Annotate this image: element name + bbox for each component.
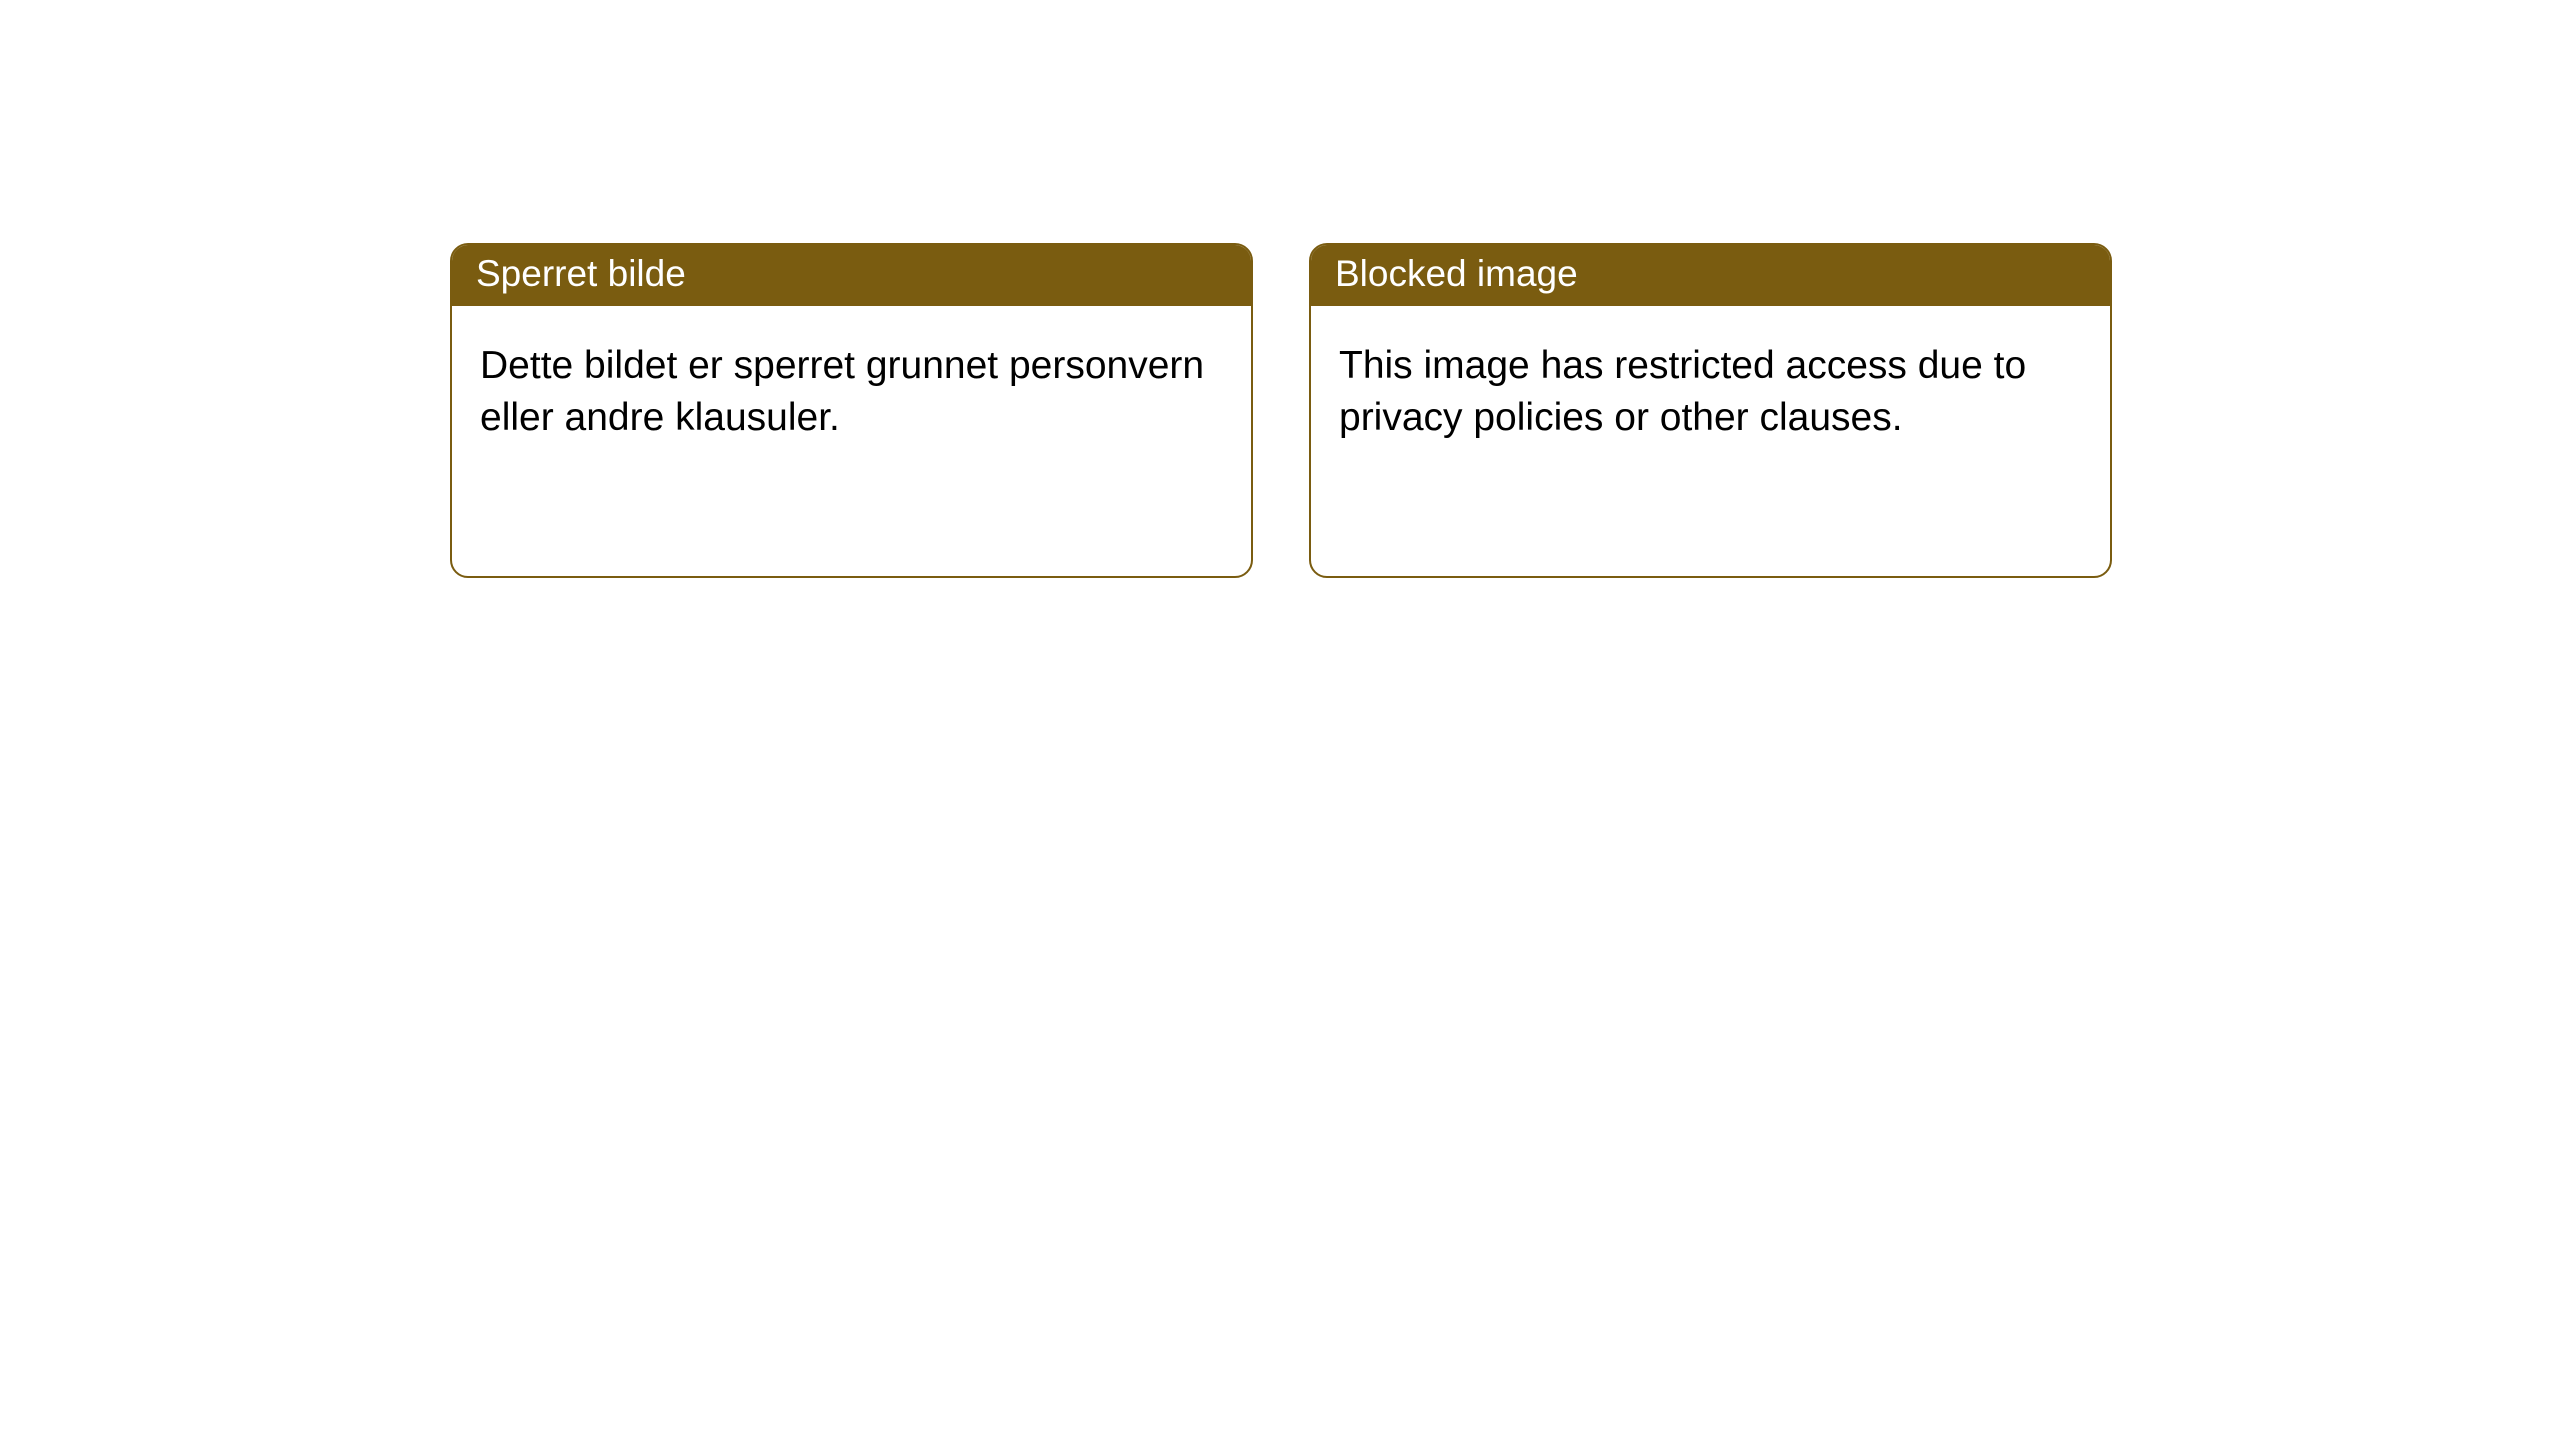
notice-card-norwegian: Sperret bilde Dette bildet er sperret gr… (450, 243, 1253, 578)
card-body-text: This image has restricted access due to … (1311, 306, 2110, 471)
card-body-text: Dette bildet er sperret grunnet personve… (452, 306, 1251, 471)
notice-card-english: Blocked image This image has restricted … (1309, 243, 2112, 578)
cards-container: Sperret bilde Dette bildet er sperret gr… (0, 0, 2560, 578)
card-title: Sperret bilde (452, 245, 1251, 306)
card-title: Blocked image (1311, 245, 2110, 306)
